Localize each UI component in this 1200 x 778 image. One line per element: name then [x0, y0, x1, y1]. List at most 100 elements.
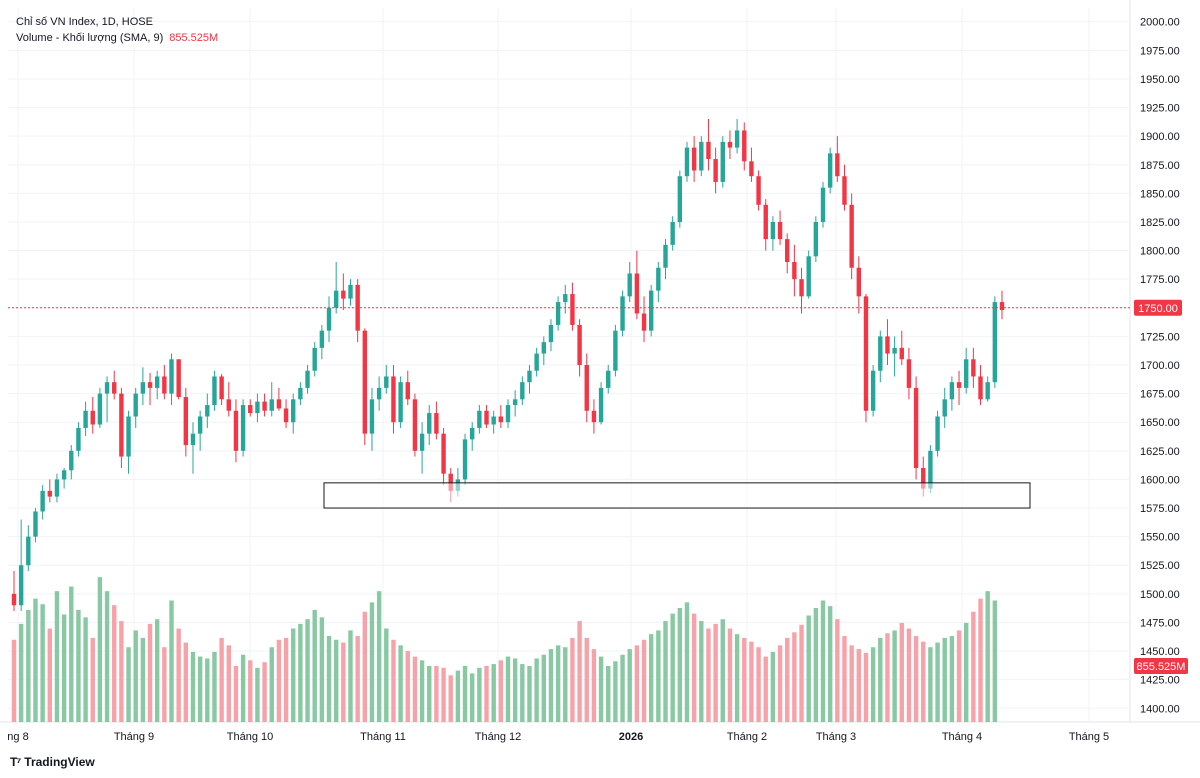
volume-bar [899, 622, 904, 722]
price-tick-label: 1450.00 [1140, 646, 1180, 658]
volume-bar [878, 637, 883, 722]
symbol-title[interactable]: Chỉ số VN Index, 1D, HOSE [16, 16, 153, 28]
candle-body [863, 296, 869, 411]
candle-body [570, 294, 575, 325]
candle-body [11, 593, 17, 606]
volume-bar [305, 619, 310, 722]
volume-bar [47, 628, 52, 722]
volume-bar [985, 591, 990, 722]
candle-body [154, 376, 160, 388]
candle-body [706, 141, 711, 160]
volume-bar [691, 613, 697, 722]
candle-body [441, 433, 446, 474]
candle-body [892, 347, 897, 354]
volume-bar [849, 645, 854, 722]
candle-body [684, 147, 690, 177]
volume-bar [534, 658, 539, 722]
candle-body [648, 290, 654, 331]
volume-bar [477, 667, 482, 722]
candle-body [291, 399, 296, 423]
support-zone-rectangle[interactable] [323, 482, 1031, 509]
volume-bar [398, 645, 403, 722]
volume-bar [412, 656, 418, 722]
candle-body [992, 302, 998, 383]
candle-body [491, 416, 496, 425]
tradingview-brand[interactable]: T⁷ TradingView [10, 755, 95, 769]
candle-body [885, 336, 890, 354]
candle-body [878, 336, 883, 371]
candle-body [434, 413, 439, 434]
volume-bar [956, 630, 962, 722]
volume-bar [197, 656, 203, 722]
volume-bar [677, 607, 683, 722]
time-label: Tháng 9 [114, 731, 154, 743]
candle-body [577, 324, 582, 365]
volume-bar [147, 623, 153, 722]
candle-body [842, 176, 847, 205]
candle-body [598, 387, 604, 423]
candle-body [613, 330, 618, 371]
volume-bar [391, 639, 396, 722]
candle-body [398, 382, 403, 423]
candle-body [104, 382, 110, 394]
volume-bar [906, 628, 912, 722]
volume-bar [641, 639, 647, 722]
candle-body [112, 382, 117, 394]
volume-bar [727, 628, 733, 722]
candle-body [870, 370, 876, 411]
candle-body [362, 330, 368, 434]
volume-bar [756, 647, 761, 722]
candle-body [76, 427, 81, 451]
volume-bar [369, 602, 375, 722]
time-axis[interactable]: ng 8 Tháng 9 Tháng 10 Tháng 11 Tháng 12 2026 T… [7, 731, 1109, 743]
volume-bar [40, 604, 45, 722]
volume-bar [720, 619, 725, 722]
volume-bar [119, 621, 124, 722]
time-label: Tháng 2 [727, 731, 767, 743]
candle-body [83, 410, 88, 428]
volume-bar [541, 654, 546, 722]
price-tick-label: 1875.00 [1140, 160, 1180, 172]
price-axis[interactable]: 2000.00 1975.00 1950.00 1925.00 1900.00 1875.… [1140, 17, 1180, 716]
candle-body [305, 370, 310, 388]
candle-body [785, 239, 790, 263]
volume-bar [613, 661, 618, 722]
candle-body [620, 296, 625, 331]
time-label: Tháng 12 [475, 731, 521, 743]
candle-body [677, 176, 683, 222]
volume-bar [656, 630, 661, 722]
volume-bar [276, 639, 282, 722]
time-label: Tháng 11 [360, 731, 406, 743]
volume-bar [219, 637, 224, 722]
candle-body [899, 347, 904, 360]
candle-body [348, 284, 353, 299]
candle-body [820, 187, 826, 222]
volume-label: Volume - Khối lượng (SMA, 9) [16, 32, 164, 44]
time-label: ng 8 [7, 731, 28, 743]
volume-bar [706, 628, 711, 722]
volume-bar [291, 628, 296, 722]
volume-bar [734, 634, 740, 722]
candle-body [792, 262, 797, 280]
candle-body [906, 359, 912, 388]
volume-bar [742, 637, 747, 722]
candle-body [312, 347, 317, 371]
volume-bar [935, 642, 940, 722]
volume-bar [104, 591, 110, 722]
candle-body [777, 221, 783, 240]
volume-bar [248, 660, 253, 722]
volume-bar [169, 600, 174, 722]
price-tick-label: 1975.00 [1140, 45, 1180, 57]
price-tick-label: 1400.00 [1140, 703, 1180, 715]
candle-body [763, 204, 768, 240]
time-label: Tháng 3 [816, 731, 856, 743]
volume-bar [770, 651, 776, 722]
candle-body [799, 279, 804, 297]
price-tick-label: 1475.00 [1140, 617, 1180, 629]
candle-body [534, 353, 539, 371]
candle-body [61, 470, 67, 480]
volume-bar [18, 623, 24, 722]
volume-bar [777, 645, 783, 722]
candle-body [369, 399, 375, 434]
